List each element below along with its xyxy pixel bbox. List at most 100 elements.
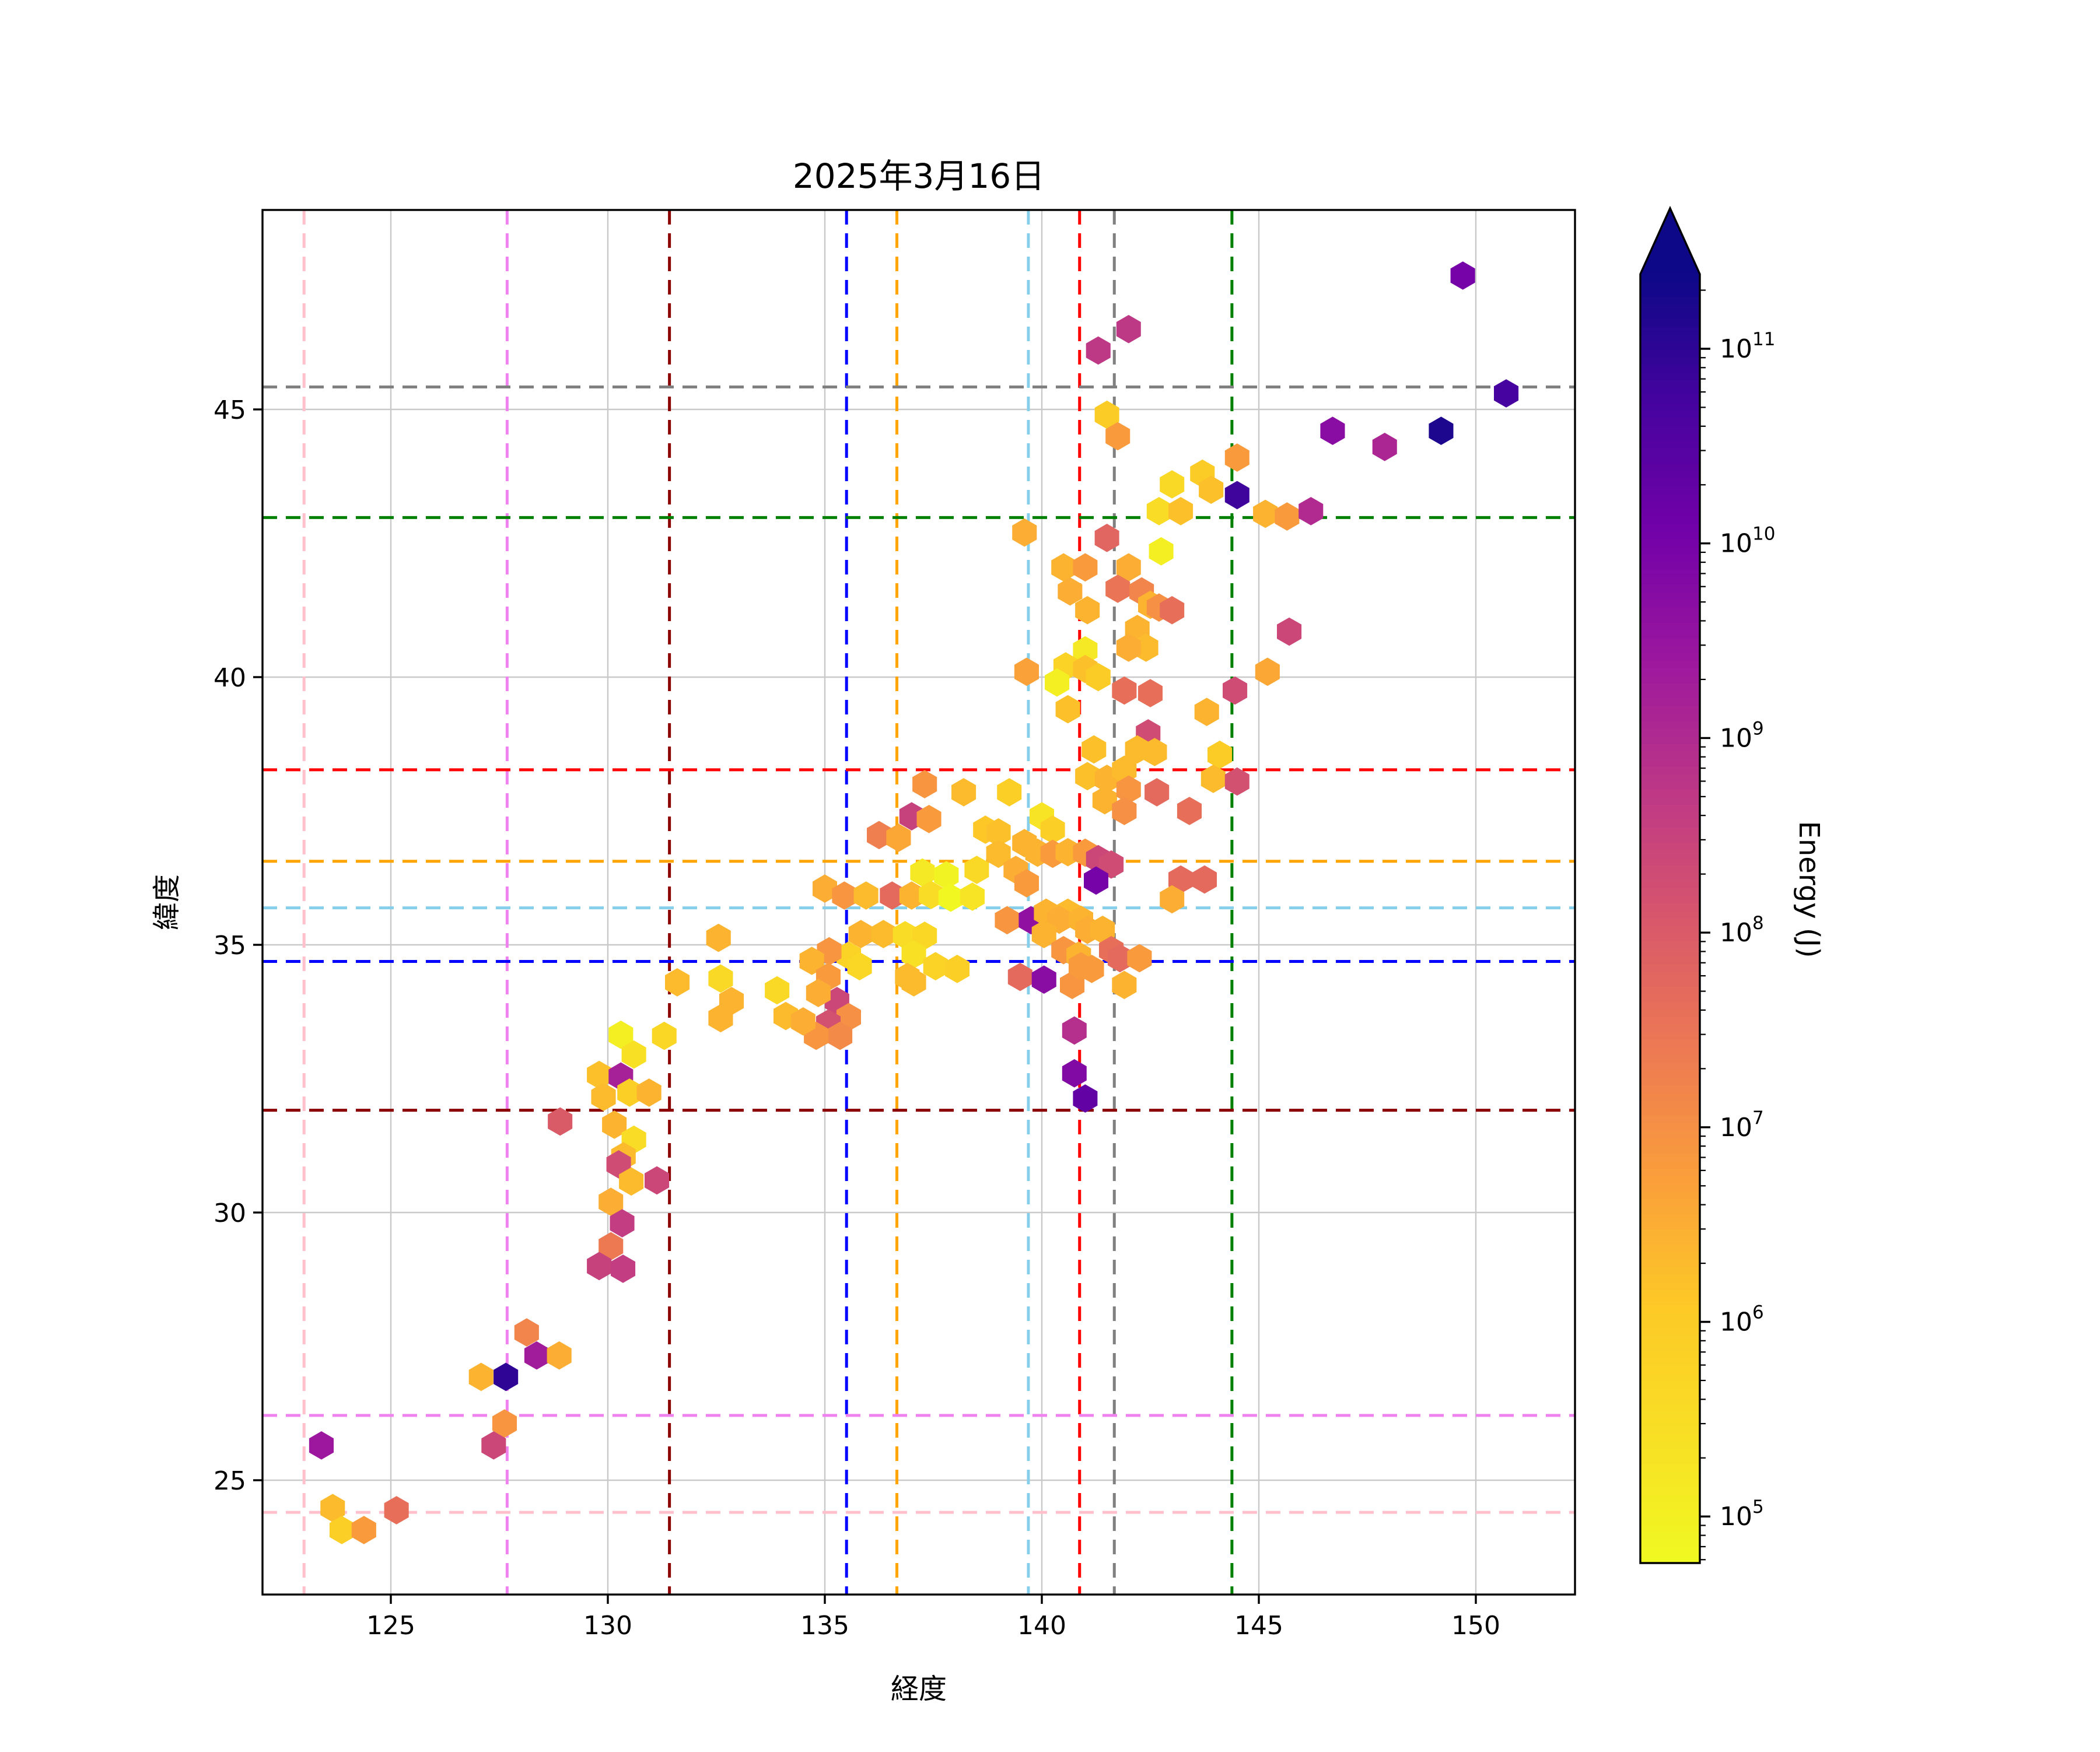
hexbin-cell [524,1341,549,1370]
colorbar: 105 106 107 108 109 1010 1011 [1639,205,1775,1564]
hexbin-cell [901,940,926,969]
hexbin-cell [1040,815,1065,844]
colorbar-tick-label: 108 [1720,913,1764,948]
hexbin-cell [828,1021,853,1050]
hexbin-cell [548,1107,573,1136]
x-tick-label: 140 [1017,1611,1066,1641]
hexbin-cell [598,1232,624,1261]
hexbin-cell [867,821,891,850]
hexbin-cell [351,1516,376,1544]
hexbin-cell [652,1021,677,1050]
hexbin-cell [1062,1059,1087,1088]
hexbin-cell [608,1020,634,1049]
y-tick-label: 30 [214,1199,246,1228]
hexbin-cell [912,770,937,798]
hexbin-cell [708,964,733,993]
hexbin-cell [665,968,690,997]
hexbin-cell [1062,1016,1087,1045]
hexbin-cell [1194,698,1219,726]
hexbin-cell [587,1252,612,1281]
y-axis-label: 緯度 [150,874,183,930]
hexbin-cell [986,818,1011,847]
chart-title: 2025年3月16日 [793,156,1045,196]
hexbin-cell [468,1362,494,1392]
hexbin-cell [910,858,935,887]
hexbin-cell [1320,416,1345,445]
hexbin-cell [1494,379,1519,408]
hexbin-cell [591,1082,616,1111]
hexbin-cell [1146,497,1171,525]
hexbin-cell [1086,663,1111,692]
hexbin-cell [1007,962,1032,991]
hexbin-cell [964,856,989,884]
hexbin-cell [1450,261,1475,290]
hexbin-cell [1014,657,1039,686]
hexbin-cell [951,778,977,807]
hexbin-cell [938,883,963,912]
hexbin-cell [1127,944,1152,973]
hexbin-cell [1160,885,1185,914]
hexbin-cell [995,906,1020,935]
hexbin-cell [481,1431,506,1460]
hexbin-cell [923,952,948,980]
hexbin-cell [806,979,831,1007]
hexbin-cell [329,1516,354,1544]
hexbin-cell [1073,1084,1098,1113]
hexbin-cell [1223,676,1248,705]
hexbin-cell [1255,657,1280,686]
x-tick-label: 125 [366,1611,415,1641]
hexbin-cell [384,1496,409,1525]
hexbin-cell [1224,767,1250,796]
x-axis-label: 経度 [891,1673,947,1705]
colorbar-tick-label: 1010 [1720,524,1775,559]
hexbin-cell [886,824,911,852]
hexbin-cell [944,955,970,983]
hexbin-cell [1208,740,1233,769]
hexbin-cell [853,881,878,910]
hexbin-cell [1138,679,1163,707]
hexbin-cell [1073,636,1098,665]
hexbin-cell [1094,400,1119,429]
x-tick-label: 145 [1234,1611,1283,1641]
axes-layer: 125 130 135 140 145 150 25 30 35 40 45 [214,209,1576,1641]
hexbin-cell [1090,916,1115,944]
hexbin-cell [1224,443,1250,472]
colorbar-label: Energy (J) [1793,821,1825,958]
hexbin-cell [1082,735,1107,764]
hexbin-cell [645,1166,670,1195]
x-tick-label: 150 [1451,1611,1500,1641]
hexbin-cell [309,1431,334,1460]
hexbin-cell [1372,433,1397,461]
hexbin-cell [621,1040,646,1069]
hexbin-cell [1058,577,1083,606]
hexbin-cell [813,874,837,903]
hexbin-cell [1298,497,1324,525]
y-tick-label: 25 [214,1466,246,1496]
colorbar-tick-label: 1011 [1720,329,1775,364]
hexbin-cell [610,1209,635,1238]
hexbin-cell [611,1255,636,1283]
hexbin-cell [1107,944,1132,973]
colorbar-tick-label: 109 [1720,718,1764,753]
hexbin-cell [1092,786,1117,815]
colorbar-tick-label: 105 [1720,1497,1764,1532]
hexbin-cell [765,976,790,1005]
hexbin-cell [1031,965,1056,994]
hexbin-cell [598,1187,624,1216]
hexbin-cell [960,882,985,911]
colorbar-tick-label: 107 [1720,1108,1764,1143]
hexbin-cell [602,1110,627,1139]
hexbin-cell [1031,920,1056,948]
hexbin-cell [832,881,857,910]
colorbar-outline [1639,205,1701,1564]
colorbar-extend-arrow [1640,208,1700,274]
hexbin-cell [1149,537,1174,566]
hexbin-cell [320,1494,345,1522]
hexbin-cell [1160,470,1185,499]
hexbin-cell [1055,695,1080,724]
hexbin-cell [1112,970,1137,1000]
hexbin-cell [492,1409,517,1438]
hexbin-cell [880,881,905,910]
hexbin-cell [1086,336,1111,365]
